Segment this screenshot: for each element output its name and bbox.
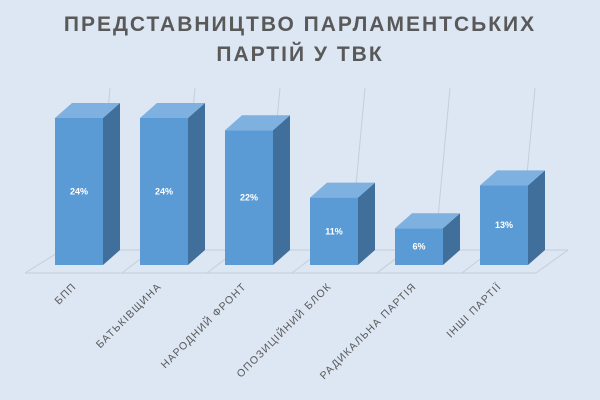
bar-group: 6% bbox=[395, 213, 460, 265]
chart-title: ПРЕДСТАВНИЦТВО ПАРЛАМЕНТСЬКИХ ПАРТІЙ У Т… bbox=[0, 10, 600, 70]
bar bbox=[55, 118, 103, 265]
bar-top bbox=[140, 103, 205, 118]
chart-title-line-2: ПАРТІЙ У ТВК bbox=[216, 43, 384, 66]
category-label: ІНШІ ПАРТІЇ bbox=[444, 281, 504, 341]
bar-side bbox=[188, 103, 205, 265]
data-label: 24% bbox=[70, 187, 88, 197]
category-label: НАРОДНИЙ ФРОНТ bbox=[158, 280, 249, 371]
bar-side bbox=[358, 182, 375, 265]
bar-top bbox=[395, 213, 460, 229]
data-label: 24% bbox=[155, 187, 173, 197]
data-label: 13% bbox=[495, 220, 513, 230]
data-label: 6% bbox=[412, 242, 425, 252]
floor-edge-right bbox=[535, 249, 569, 274]
bar-group: 22% bbox=[225, 115, 290, 265]
bar-top bbox=[225, 115, 290, 131]
bar bbox=[395, 228, 443, 265]
bar-group: 24% bbox=[55, 103, 120, 265]
data-label: 22% bbox=[240, 193, 258, 203]
bar bbox=[225, 130, 273, 265]
bar-top bbox=[480, 170, 545, 186]
bar-top bbox=[55, 103, 120, 118]
bar-side bbox=[273, 115, 290, 265]
category-label: БАТЬКІВЩИНА bbox=[94, 281, 164, 351]
bar-side bbox=[103, 103, 120, 265]
bar-top bbox=[310, 182, 375, 198]
bar-side bbox=[443, 213, 460, 265]
category-label: БПП bbox=[53, 281, 80, 308]
bar bbox=[310, 197, 358, 265]
bar bbox=[140, 118, 188, 265]
bar-side bbox=[528, 170, 545, 265]
bar-group: 24% bbox=[140, 103, 205, 265]
bar-group: 11% bbox=[310, 182, 375, 265]
data-label: 11% bbox=[325, 226, 343, 236]
category-label: ОПОЗИЦІЙНИЙ БЛОК bbox=[234, 280, 334, 380]
bar bbox=[480, 185, 528, 265]
category-label: РАДИКАЛЬНА ПАРТІЯ bbox=[318, 281, 419, 382]
chart-title-line-1: ПРЕДСТАВНИЦТВО ПАРЛАМЕНТСЬКИХ bbox=[63, 13, 537, 36]
bar-group: 13% bbox=[480, 170, 545, 265]
